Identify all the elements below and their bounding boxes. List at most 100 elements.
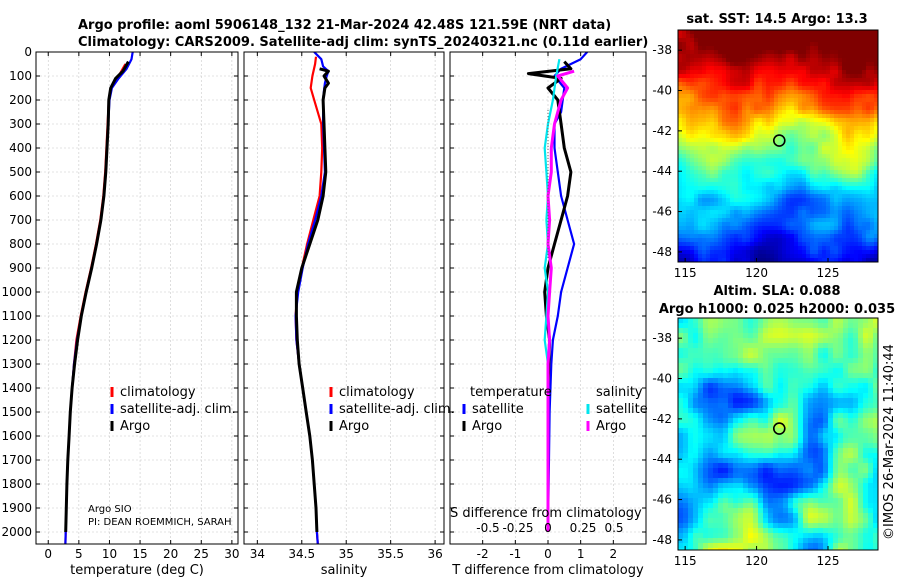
map-cell [843, 393, 849, 399]
map-cell [808, 518, 814, 524]
map-cell [808, 403, 814, 409]
map-cell [814, 234, 819, 239]
map-cell [806, 218, 811, 223]
map-cell [798, 438, 804, 444]
x-tick-label: 20 [163, 547, 178, 561]
map-cell [698, 448, 704, 454]
map-cell [810, 118, 815, 123]
map-cell [728, 473, 734, 479]
map-cell [768, 418, 774, 424]
map-cell [753, 353, 759, 359]
map-cell [688, 393, 694, 399]
map-cell [830, 182, 835, 187]
map-cell [778, 518, 784, 524]
map-cell [788, 353, 794, 359]
map-cell [722, 82, 727, 87]
map-cell [678, 388, 684, 394]
map-cell [850, 198, 855, 203]
map-cell [798, 218, 803, 223]
map-cell [718, 226, 723, 231]
map-cell [738, 170, 743, 175]
map-cell [798, 493, 804, 499]
map-cell [870, 110, 875, 115]
map-cell [790, 182, 795, 187]
map-cell [743, 468, 749, 474]
map-cell [778, 403, 784, 409]
map-cell [683, 443, 689, 449]
map-cell [746, 30, 751, 35]
map-cell [870, 82, 875, 87]
map-cell [734, 62, 739, 67]
map-cell [698, 318, 704, 324]
map-cell [683, 518, 689, 524]
map-cell [713, 348, 719, 354]
map-cell [682, 234, 687, 239]
map-cell [866, 170, 871, 175]
map-cell [814, 214, 819, 219]
map-cell [728, 368, 734, 374]
map-cell [693, 393, 699, 399]
map-cell [754, 126, 759, 131]
map-cell [738, 493, 744, 499]
map-cell [843, 453, 849, 459]
map-cell [828, 348, 834, 354]
map-cell [708, 433, 714, 439]
map-cell [730, 254, 735, 259]
map-cell [768, 328, 774, 334]
map-cell [854, 238, 859, 243]
map-cell [850, 182, 855, 187]
map-cell [706, 130, 711, 135]
map-cell [798, 146, 803, 151]
map-cell [734, 98, 739, 103]
map-cell [778, 138, 783, 143]
map-cell [818, 42, 823, 47]
map-cell [858, 226, 863, 231]
map-cell [843, 318, 849, 324]
map-cell [743, 393, 749, 399]
map-cell [762, 158, 767, 163]
map-cell [834, 186, 839, 191]
map-cell [730, 38, 735, 43]
map-cell [786, 214, 791, 219]
map-cell [790, 78, 795, 83]
map-cell [708, 388, 714, 394]
map-cell [788, 478, 794, 484]
map-cell [850, 30, 855, 35]
map-cell [830, 154, 835, 159]
map-cell [822, 258, 827, 262]
map-cell [682, 150, 687, 155]
map-cell [758, 453, 764, 459]
map-cell [710, 206, 715, 211]
map-cell [853, 388, 859, 394]
map-cell [850, 70, 855, 75]
map-cell [773, 503, 779, 509]
map-cell [693, 403, 699, 409]
map-cell [758, 383, 764, 389]
map-cell [813, 418, 819, 424]
map-cell [758, 333, 764, 339]
map-cell [810, 58, 815, 63]
map-cell [774, 242, 779, 247]
map-cell [758, 62, 763, 67]
map-cell [813, 433, 819, 439]
map-cell [698, 328, 704, 334]
map-cell [790, 198, 795, 203]
map-cell [793, 493, 799, 499]
map-cell [714, 66, 719, 71]
map-cell [822, 218, 827, 223]
map-cell [730, 94, 735, 99]
map-cell [822, 46, 827, 51]
map-cell [870, 150, 875, 155]
map-cell [706, 50, 711, 55]
map-cell [838, 62, 843, 67]
map-cell [828, 528, 834, 534]
map-cell [758, 106, 763, 111]
map-cell [778, 218, 783, 223]
map-cell [690, 126, 695, 131]
map-cell [850, 206, 855, 211]
map-cell [853, 483, 859, 489]
map-cell [818, 348, 824, 354]
map-cell [773, 488, 779, 494]
map-cell [703, 373, 709, 379]
map-cell [830, 254, 835, 259]
